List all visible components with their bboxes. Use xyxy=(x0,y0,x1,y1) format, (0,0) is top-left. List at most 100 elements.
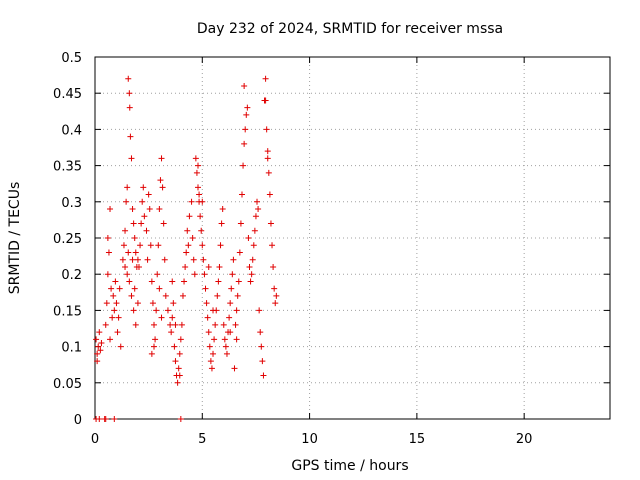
data-point xyxy=(137,242,144,249)
x-tick-label: 5 xyxy=(198,432,206,447)
grid-lines xyxy=(95,57,610,419)
data-point xyxy=(149,300,156,307)
x-tick-labels: 0 5 10 15 20 xyxy=(91,432,533,447)
data-point xyxy=(145,191,152,198)
data-point xyxy=(110,292,117,299)
data-point xyxy=(164,307,171,314)
data-point xyxy=(221,336,228,343)
data-point xyxy=(264,148,271,155)
data-point xyxy=(270,263,277,270)
data-point xyxy=(185,242,192,249)
data-point xyxy=(206,343,213,350)
data-point xyxy=(126,278,133,285)
data-point xyxy=(112,278,119,285)
data-point xyxy=(233,307,240,314)
data-point xyxy=(205,329,212,336)
data-point xyxy=(183,249,190,256)
data-point xyxy=(148,350,155,357)
data-point xyxy=(141,213,148,220)
y-tick-label: 0.15 xyxy=(53,304,82,319)
x-axis-label: GPS time / hours xyxy=(291,458,408,474)
data-point xyxy=(231,365,238,372)
data-point xyxy=(212,321,219,328)
data-point xyxy=(169,314,176,321)
data-point xyxy=(113,300,120,307)
data-point xyxy=(169,278,176,285)
data-point xyxy=(147,242,154,249)
data-point xyxy=(123,198,130,205)
data-point xyxy=(115,314,122,321)
y-tick-label: 0.1 xyxy=(61,341,82,356)
data-point xyxy=(267,220,274,227)
data-point xyxy=(177,336,184,343)
data-point xyxy=(178,321,185,328)
data-point xyxy=(262,97,269,104)
data-point xyxy=(202,285,209,292)
data-point xyxy=(107,206,114,213)
data-point xyxy=(256,307,263,314)
data-point xyxy=(218,220,225,227)
data-point xyxy=(128,292,135,299)
data-point xyxy=(197,213,204,220)
data-point xyxy=(186,213,193,220)
data-point xyxy=(128,155,135,162)
data-point xyxy=(126,90,133,97)
x-tick-label: 20 xyxy=(516,432,533,447)
data-point xyxy=(258,343,265,350)
y-tick-label: 0 xyxy=(74,413,82,428)
data-point xyxy=(228,285,235,292)
data-point xyxy=(97,347,104,354)
y-tick-label: 0.5 xyxy=(61,51,82,66)
data-point xyxy=(126,104,133,111)
data-point xyxy=(250,242,257,249)
data-point xyxy=(215,278,222,285)
data-point xyxy=(104,271,111,278)
data-point xyxy=(162,292,169,299)
data-point xyxy=(151,321,158,328)
data-point xyxy=(124,184,131,191)
data-point xyxy=(260,372,267,379)
data-point xyxy=(244,104,251,111)
data-point xyxy=(234,292,241,299)
data-point xyxy=(237,220,244,227)
data-point xyxy=(263,126,270,133)
data-point xyxy=(226,314,233,321)
data-point xyxy=(251,227,258,234)
data-point xyxy=(175,365,182,372)
data-point xyxy=(233,336,240,343)
data-point xyxy=(216,263,223,270)
data-point xyxy=(172,358,179,365)
data-point xyxy=(229,271,236,278)
data-point xyxy=(273,292,280,299)
data-point xyxy=(271,285,278,292)
data-point xyxy=(108,285,115,292)
data-point xyxy=(158,155,165,162)
y-tick-labels: 0 0.05 0.1 0.15 0.2 0.25 0.3 0.35 0.4 0.45 0.5 xyxy=(53,51,82,428)
data-point xyxy=(157,177,164,184)
data-point xyxy=(139,198,146,205)
data-point xyxy=(107,336,114,343)
data-point xyxy=(156,206,163,213)
data-point xyxy=(255,206,262,213)
data-point xyxy=(171,343,178,350)
plot-area-frame xyxy=(94,56,611,420)
data-point xyxy=(152,336,159,343)
data-point xyxy=(129,206,136,213)
data-point xyxy=(217,242,224,249)
data-point xyxy=(220,321,227,328)
data-point xyxy=(130,220,137,227)
data-point xyxy=(223,350,230,357)
data-point xyxy=(129,256,136,263)
data-point xyxy=(262,75,269,82)
data-point xyxy=(140,184,147,191)
data-point xyxy=(94,358,101,365)
y-tick-label: 0.2 xyxy=(61,268,82,283)
data-point xyxy=(111,416,118,422)
data-point xyxy=(259,358,266,365)
data-point xyxy=(199,198,206,205)
data-point xyxy=(252,213,259,220)
data-point xyxy=(104,235,111,241)
data-point xyxy=(254,198,261,205)
data-point xyxy=(122,227,129,234)
